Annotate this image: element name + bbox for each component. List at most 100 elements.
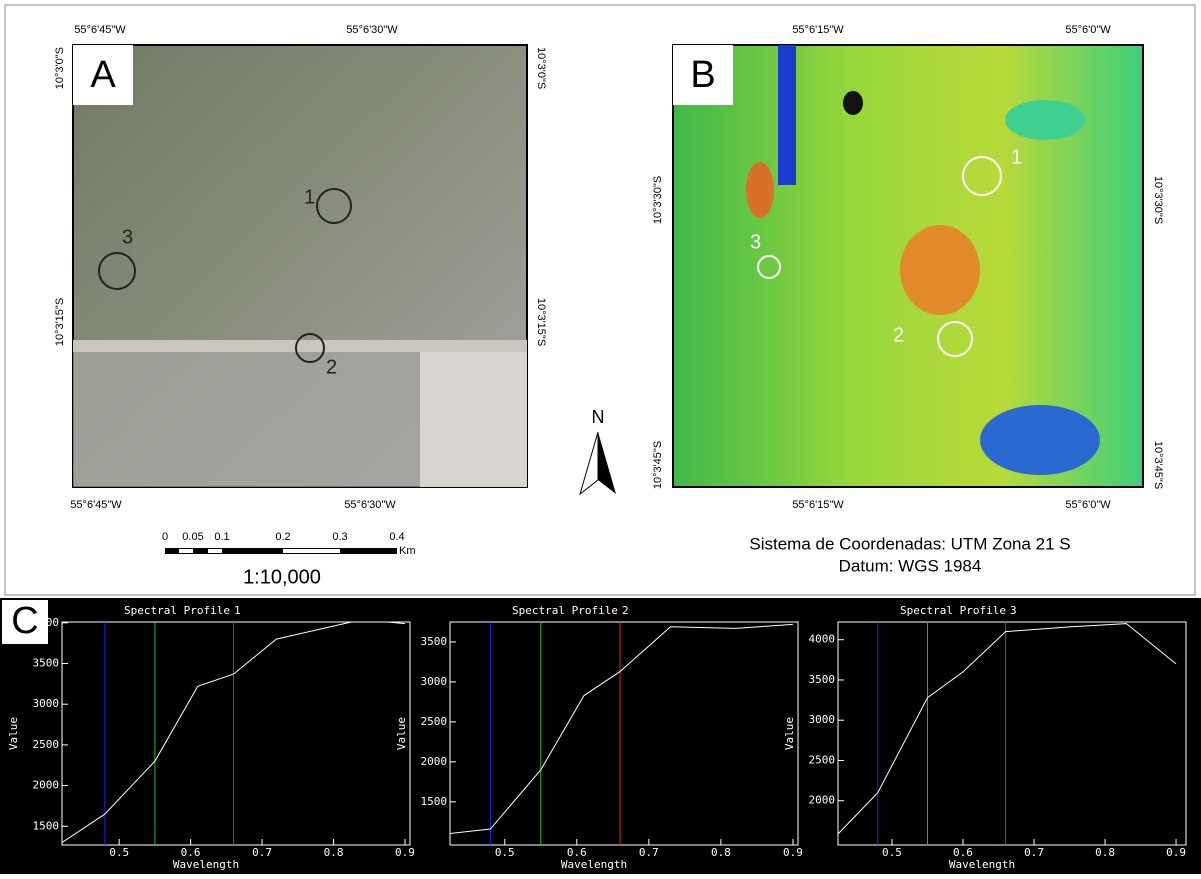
- road: [73, 340, 527, 352]
- plot-frame: [837, 621, 1187, 846]
- site-circle: [962, 156, 1002, 196]
- site-label: 3: [122, 226, 133, 248]
- panel-letter: B: [690, 54, 715, 96]
- x-tick-label: 0.5: [495, 846, 515, 859]
- lon-label: 55°6'30"W: [346, 24, 398, 36]
- scale-tick: 0.4: [389, 531, 404, 543]
- x-tick-label: 0.7: [1024, 846, 1044, 859]
- site-circle: [295, 333, 325, 363]
- scale-ratio: 1:10,000: [243, 566, 321, 588]
- lon-label: 55°6'15"W: [792, 24, 844, 36]
- x-axis-label: Wavelength: [173, 858, 239, 871]
- y-tick-label: 3500: [809, 673, 836, 686]
- lat-label: 10°3'30"S: [1152, 176, 1164, 224]
- scale-tick: 0.05: [182, 531, 203, 543]
- x-axis-label: Wavelength: [561, 858, 627, 871]
- patch: [980, 405, 1100, 475]
- plot-frame: [61, 621, 411, 846]
- lon-label: 55°6'45"W: [74, 24, 126, 36]
- site-circle: [757, 255, 781, 279]
- y-tick-label: 2000: [809, 794, 836, 807]
- site-label: 1: [1011, 146, 1022, 168]
- lon-label: 55°6'0"W: [1065, 24, 1111, 36]
- lon-label: 55°6'0"W: [1065, 499, 1111, 511]
- profile-line: [450, 623, 793, 834]
- y-tick-label: 1500: [33, 819, 60, 832]
- x-tick-label: 0.8: [1095, 846, 1115, 859]
- y-axis-label: Value: [7, 717, 20, 750]
- scale-tick: 0.1: [214, 531, 229, 543]
- y-tick-label: 4000: [809, 633, 836, 646]
- patch: [900, 225, 980, 315]
- lat-label: 10°3'15"S: [535, 298, 547, 346]
- x-axis-label: Wavelength: [949, 858, 1015, 871]
- site-circle: [316, 188, 352, 224]
- scale-bar: [165, 548, 397, 554]
- label-box: [673, 45, 733, 105]
- site-label: 2: [326, 356, 337, 378]
- x-tick-label: 0.9: [1166, 846, 1186, 859]
- profile-number: 2: [622, 604, 629, 617]
- label-box: [2, 600, 48, 644]
- lat-label: 10°3'45"S: [1152, 441, 1164, 489]
- scale-tick: 0.2: [275, 531, 290, 543]
- x-tick-label: 0.7: [252, 846, 272, 859]
- lat-label: 10°3'45"S: [652, 441, 664, 489]
- patch: [843, 91, 863, 115]
- y-tick-label: 3000: [33, 697, 60, 710]
- x-tick-label: 0.9: [395, 846, 415, 859]
- lat-label: 10°3'0"S: [54, 47, 66, 89]
- x-tick-label: 0.6: [181, 846, 201, 859]
- site-circle: [98, 252, 136, 290]
- profile-number: 3: [1010, 604, 1017, 617]
- label-box: [73, 45, 133, 105]
- x-tick-label: 0.6: [953, 846, 973, 859]
- lat-label: 10°3'15"S: [54, 298, 66, 346]
- site-label: 2: [893, 324, 904, 346]
- y-tick-label: 3500: [33, 657, 60, 670]
- north-label: N: [592, 407, 605, 427]
- datum: Datum: WGS 1984: [839, 556, 982, 575]
- scale-tick: 0.3: [332, 531, 347, 543]
- scale-unit: Km: [399, 545, 416, 557]
- profile-line: [838, 623, 1177, 835]
- x-tick-label: 0.8: [711, 846, 731, 859]
- x-tick-label: 0.9: [783, 846, 803, 859]
- y-axis-label: Value: [395, 717, 408, 750]
- lon-label: 55°6'15"W: [792, 499, 844, 511]
- bottom-panel: [0, 598, 1201, 874]
- y-tick-label: 2000: [421, 755, 448, 768]
- chart-title: Spectral Profile: [512, 604, 618, 617]
- panel-letter: C: [11, 600, 38, 642]
- field: [420, 352, 527, 487]
- site-label: 1: [304, 186, 315, 208]
- x-tick-label: 0.6: [567, 846, 587, 859]
- y-tick-label: 3500: [421, 635, 448, 648]
- y-tick-label: 2500: [809, 753, 836, 766]
- y-tick-label: 1500: [421, 795, 448, 808]
- x-tick-label: 0.5: [109, 846, 129, 859]
- patch: [1005, 100, 1085, 140]
- chart-title: Spectral Profile: [124, 604, 230, 617]
- plot-frame: [449, 621, 799, 846]
- profile-number: 1: [234, 604, 241, 617]
- lat-label: 10°3'0"S: [535, 47, 547, 89]
- water-strip: [778, 45, 796, 185]
- north-arrow: [598, 432, 616, 494]
- lon-label: 55°6'45"W: [70, 499, 122, 511]
- patch: [746, 162, 774, 218]
- lon-label: 55°6'30"W: [344, 499, 396, 511]
- chart-title: Spectral Profile: [900, 604, 1006, 617]
- y-tick-label: 2500: [33, 738, 60, 751]
- coordinate-system: Sistema de Coordenadas: UTM Zona 21 S: [749, 534, 1070, 553]
- lat-label: 10°3'30"S: [652, 176, 664, 224]
- x-tick-label: 0.5: [882, 846, 902, 859]
- y-tick-label: 2500: [421, 715, 448, 728]
- site-label: 3: [750, 231, 761, 253]
- panel-letter: A: [90, 54, 116, 96]
- y-axis-label: Value: [783, 717, 796, 750]
- scale-tick: 0: [162, 531, 168, 543]
- profile-line: [62, 622, 406, 843]
- y-tick-label: 3000: [421, 675, 448, 688]
